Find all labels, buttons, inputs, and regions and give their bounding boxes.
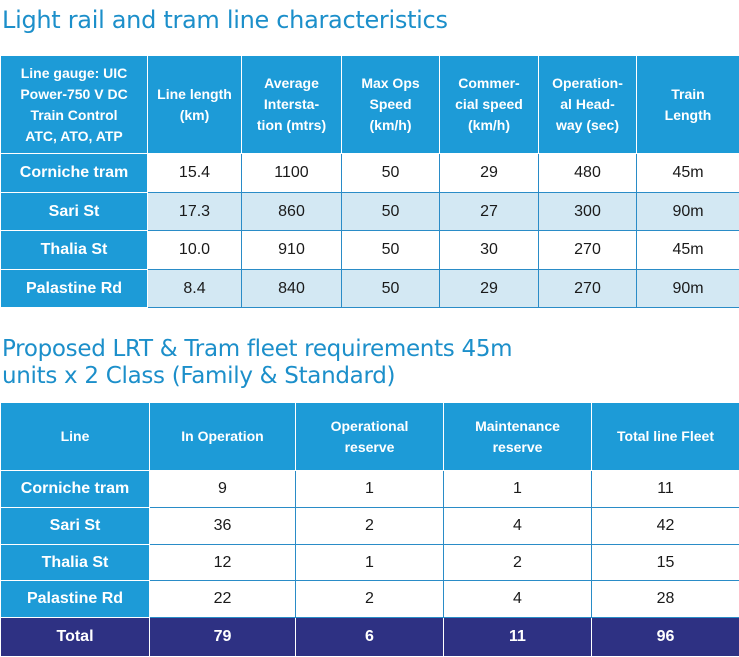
line-length-header: Line length (km) — [148, 56, 242, 154]
table-row: Palastine Rd 8.4 840 50 29 270 90m — [1, 270, 739, 308]
table-row: Thalia St 10.0 910 50 30 270 45m — [1, 231, 739, 270]
table-header-row: Line gauge: UIC Power-750 V DC Train Con… — [1, 56, 739, 154]
section1-title: Light rail and tram line characteristics — [2, 7, 448, 34]
table-cell: 15.4 — [148, 154, 242, 193]
table-row: Sari St 36 2 4 42 — [1, 508, 739, 545]
total-line-fleet-header: Total line Fleet — [592, 403, 739, 471]
table-row: Corniche tram 9 1 1 11 — [1, 471, 739, 508]
table-cell: 90m — [637, 193, 739, 231]
row-label: Corniche tram — [1, 154, 148, 193]
table-row: Corniche tram 15.4 1100 50 29 480 45m — [1, 154, 739, 193]
total-row: Total 79 6 11 96 — [1, 618, 739, 657]
table-row: Thalia St 12 1 2 15 — [1, 545, 739, 581]
table-cell: 90m — [637, 270, 739, 308]
table-cell: 27 — [440, 193, 539, 231]
table-cell: 50 — [342, 231, 440, 270]
table-row: Sari St 17.3 860 50 27 300 90m — [1, 193, 739, 231]
table-cell: 2 — [444, 545, 592, 581]
total-cell: 11 — [444, 618, 592, 657]
table-cell: 45m — [637, 231, 739, 270]
table-cell: 10.0 — [148, 231, 242, 270]
table-cell: 12 — [150, 545, 296, 581]
row-label: Thalia St — [1, 545, 150, 581]
in-operation-header: In Operation — [150, 403, 296, 471]
table-cell: 2 — [296, 581, 444, 618]
table-cell: 11 — [592, 471, 739, 508]
total-cell: 6 — [296, 618, 444, 657]
row-label: Palastine Rd — [1, 270, 148, 308]
table-cell: 4 — [444, 581, 592, 618]
table-cell: 17.3 — [148, 193, 242, 231]
table-cell: 1 — [444, 471, 592, 508]
table-cell: 29 — [440, 270, 539, 308]
line-header: Line — [1, 403, 150, 471]
section2-title-line: Proposed LRT & Tram fleet requirements 4… — [2, 336, 512, 363]
line-spec-header: Line gauge: UIC Power-750 V DC Train Con… — [1, 56, 148, 154]
table-cell: 42 — [592, 508, 739, 545]
operational-headway-header: Operation- al Head- way (sec) — [539, 56, 637, 154]
table-cell: 840 — [242, 270, 342, 308]
average-interstation-header: Average Intersta- tion (mtrs) — [242, 56, 342, 154]
table-cell: 22 — [150, 581, 296, 618]
table-cell: 50 — [342, 154, 440, 193]
max-ops-speed-header: Max Ops Speed (km/h) — [342, 56, 440, 154]
table-cell: 910 — [242, 231, 342, 270]
table-cell: 270 — [539, 270, 637, 308]
table-cell: 1 — [296, 471, 444, 508]
row-label: Sari St — [1, 193, 148, 231]
table-cell: 4 — [444, 508, 592, 545]
table-cell: 36 — [150, 508, 296, 545]
table-cell: 1 — [296, 545, 444, 581]
train-length-header: Train Length — [637, 56, 739, 154]
operational-reserve-header: Operational reserve — [296, 403, 444, 471]
total-cell: 79 — [150, 618, 296, 657]
table-header-row: Line In Operation Operational reserve Ma… — [1, 403, 739, 471]
table-cell: 8.4 — [148, 270, 242, 308]
row-label: Corniche tram — [1, 471, 150, 508]
table-cell: 28 — [592, 581, 739, 618]
total-cell: 96 — [592, 618, 739, 657]
section2-title: Proposed LRT & Tram fleet requirements 4… — [2, 336, 512, 390]
commercial-speed-header: Commer- cial speed (km/h) — [440, 56, 539, 154]
table-cell: 50 — [342, 270, 440, 308]
table-row: Palastine Rd 22 2 4 28 — [1, 581, 739, 618]
table-cell: 860 — [242, 193, 342, 231]
row-label: Sari St — [1, 508, 150, 545]
fleet-requirements-table: Line In Operation Operational reserve Ma… — [0, 402, 739, 657]
total-label: Total — [1, 618, 150, 657]
table-cell: 9 — [150, 471, 296, 508]
maintenance-reserve-header: Maintenance reserve — [444, 403, 592, 471]
row-label: Thalia St — [1, 231, 148, 270]
table-cell: 50 — [342, 193, 440, 231]
table-cell: 15 — [592, 545, 739, 581]
table-cell: 270 — [539, 231, 637, 270]
table-cell: 29 — [440, 154, 539, 193]
table-cell: 1100 — [242, 154, 342, 193]
line-characteristics-table: Line gauge: UIC Power-750 V DC Train Con… — [0, 55, 739, 308]
table-cell: 30 — [440, 231, 539, 270]
table-cell: 2 — [296, 508, 444, 545]
table-cell: 300 — [539, 193, 637, 231]
section2-title-line: units x 2 Class (Family & Standard) — [2, 363, 512, 390]
table-cell: 480 — [539, 154, 637, 193]
table-cell: 45m — [637, 154, 739, 193]
row-label: Palastine Rd — [1, 581, 150, 618]
